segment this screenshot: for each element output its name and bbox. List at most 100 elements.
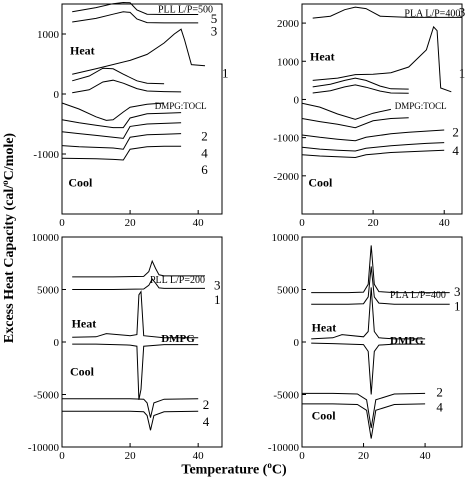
heat-label: Heat — [72, 316, 97, 330]
series-label: 5 — [211, 11, 218, 26]
series-label: 1 — [454, 299, 461, 314]
series-line — [311, 342, 426, 395]
series-line — [62, 398, 199, 418]
series-line — [61, 133, 182, 150]
y-tick-label: 1000 — [277, 56, 300, 68]
panel-frame — [61, 236, 223, 448]
lipid-label: DMPG — [390, 335, 424, 347]
series-label: 2 — [203, 397, 210, 412]
lipid-label: DMPG — [161, 333, 195, 345]
panel-frame — [61, 3, 223, 215]
series-line — [312, 84, 409, 94]
x-tick-label: 40 — [193, 217, 205, 229]
y-tick-label: -1000 — [273, 133, 299, 145]
y-tick-label: 0 — [294, 337, 300, 349]
series-line — [311, 287, 426, 340]
series-line — [301, 129, 445, 142]
series-line — [61, 112, 182, 129]
series-line — [72, 11, 199, 24]
cool-label: Cool — [70, 365, 95, 379]
series-line — [301, 149, 445, 159]
x-tick-label: 20 — [368, 217, 380, 229]
y-tick-label: -10000 — [268, 442, 300, 454]
series-label: 3 — [214, 278, 221, 293]
series-line — [61, 122, 182, 139]
y-tick-label: 5000 — [37, 285, 60, 297]
series-label: 6 — [201, 162, 208, 177]
series-label: 1 — [459, 66, 466, 81]
series-label: 4 — [436, 399, 443, 414]
series-line — [72, 67, 165, 85]
series-label: 4 — [203, 414, 210, 429]
x-tick-label: 20 — [358, 450, 370, 462]
series-line — [311, 266, 450, 305]
series-line — [312, 6, 462, 19]
y-tick-label: -5000 — [273, 390, 299, 402]
lipid-label: DMPG:TOCL — [395, 101, 447, 111]
series-label: 4 — [452, 143, 459, 158]
series-line — [61, 145, 182, 161]
series-label: 3 — [211, 24, 218, 39]
y-tick-label: 1000 — [37, 29, 60, 41]
series-line — [72, 278, 205, 290]
series-label: 3 — [454, 284, 461, 299]
series-line — [72, 259, 205, 278]
y-tick-label: 10000 — [272, 232, 300, 244]
series-line — [301, 102, 392, 120]
heat-label: Heat — [312, 321, 337, 335]
series-line — [302, 392, 426, 429]
y-tick-label: -2000 — [273, 171, 299, 183]
series-label: 1 — [222, 66, 229, 81]
x-tick-label: 40 — [439, 217, 451, 229]
series-label: 1 — [214, 292, 221, 307]
y-tick-label: -1000 — [33, 149, 59, 161]
series-line — [72, 343, 199, 400]
heat-label: Heat — [310, 50, 335, 64]
series-label: 2 — [452, 124, 459, 139]
series-line — [72, 28, 206, 75]
series-line — [72, 79, 182, 94]
panel-title: PLL L/P=500 — [158, 4, 213, 15]
y-tick-label: 0 — [294, 94, 300, 106]
y-axis-label: Excess Heat Capacity (cal/oC/mole) — [0, 133, 17, 344]
cool-label: Cool — [68, 176, 93, 190]
heat-label: Heat — [70, 43, 95, 57]
cool-label: Cool — [312, 409, 337, 423]
cool-label: Cool — [308, 176, 333, 190]
x-tick-label: 0 — [59, 450, 65, 462]
series-line — [312, 77, 409, 90]
series-line — [72, 290, 199, 339]
x-tick-label: 20 — [125, 217, 137, 229]
x-tick-label: 40 — [193, 450, 205, 462]
y-tick-label: 5000 — [277, 285, 300, 297]
y-tick-label: 2000 — [277, 18, 300, 30]
x-tick-label: 0 — [299, 217, 305, 229]
series-label: 3 — [459, 5, 466, 20]
panel-frame — [301, 3, 463, 215]
y-tick-label: -5000 — [33, 390, 59, 402]
lipid-label: DMPG:TOCL — [155, 101, 207, 111]
panel-title: PLA L/P=400 — [404, 9, 460, 20]
x-tick-label: 20 — [125, 450, 137, 462]
x-axis-label: Temperature (oC) — [181, 460, 287, 478]
y-tick-label: 0 — [54, 89, 60, 101]
x-tick-label: 40 — [420, 450, 432, 462]
series-label: 2 — [201, 129, 208, 144]
series-line — [72, 1, 199, 15]
series-label: 4 — [201, 145, 208, 160]
x-tick-label: 0 — [59, 217, 65, 229]
series-line — [302, 403, 426, 439]
series-label: 2 — [436, 385, 443, 400]
panel-title: PLA L/P=400 — [390, 290, 446, 301]
x-tick-label: 0 — [299, 450, 305, 462]
series-line — [301, 142, 445, 152]
y-tick-label: -10000 — [28, 442, 60, 454]
series-line — [62, 410, 199, 431]
y-tick-label: 0 — [54, 337, 60, 349]
series-line — [61, 102, 165, 121]
series-line — [312, 25, 452, 93]
series-line — [301, 117, 409, 129]
y-tick-label: 10000 — [32, 232, 60, 244]
series-line — [311, 245, 450, 294]
